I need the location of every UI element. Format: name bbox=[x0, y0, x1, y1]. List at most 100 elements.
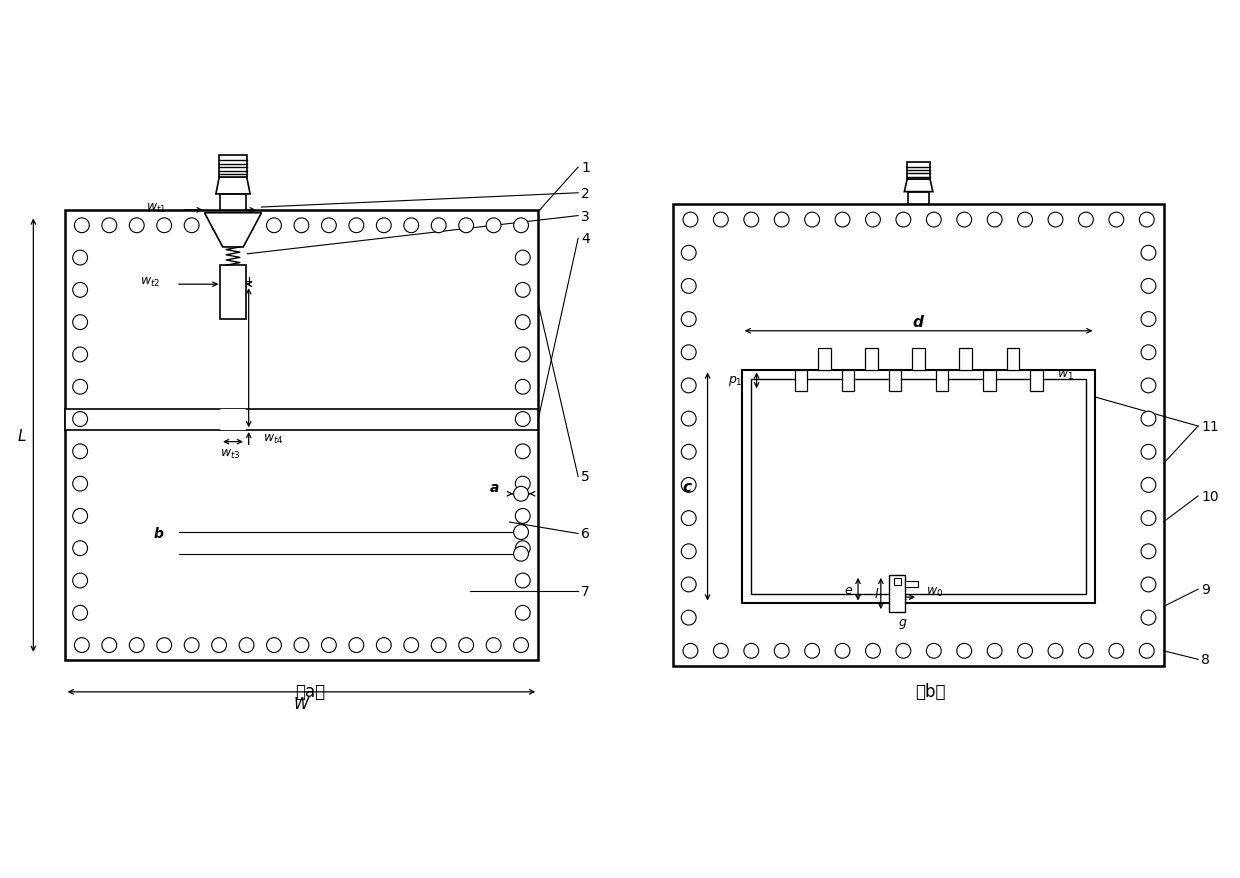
Circle shape bbox=[1140, 212, 1154, 227]
Circle shape bbox=[73, 477, 88, 492]
Circle shape bbox=[459, 219, 474, 234]
Circle shape bbox=[1140, 644, 1154, 658]
Circle shape bbox=[957, 644, 972, 658]
Text: （b）: （b） bbox=[915, 682, 945, 701]
Circle shape bbox=[1079, 644, 1094, 658]
Circle shape bbox=[404, 219, 419, 234]
Circle shape bbox=[897, 212, 911, 227]
Circle shape bbox=[516, 444, 531, 459]
Circle shape bbox=[681, 544, 696, 559]
Circle shape bbox=[486, 638, 501, 652]
Circle shape bbox=[348, 638, 363, 652]
Text: 8: 8 bbox=[1200, 652, 1210, 666]
Circle shape bbox=[239, 219, 254, 234]
Circle shape bbox=[212, 638, 227, 652]
Circle shape bbox=[835, 644, 849, 658]
Circle shape bbox=[1141, 345, 1156, 360]
Circle shape bbox=[239, 638, 254, 652]
Bar bbox=[908, 162, 930, 180]
Text: 1: 1 bbox=[580, 161, 590, 175]
Circle shape bbox=[156, 638, 171, 652]
Polygon shape bbox=[216, 177, 250, 195]
Text: $e$: $e$ bbox=[844, 583, 853, 596]
Circle shape bbox=[73, 348, 88, 363]
Circle shape bbox=[681, 445, 696, 460]
Circle shape bbox=[73, 380, 88, 395]
Circle shape bbox=[377, 638, 391, 652]
Circle shape bbox=[1048, 212, 1063, 227]
Circle shape bbox=[73, 541, 88, 556]
Text: $g$: $g$ bbox=[898, 616, 908, 630]
Bar bbox=[866, 349, 878, 371]
Bar bbox=[751, 379, 1086, 594]
Circle shape bbox=[73, 251, 88, 266]
Bar bbox=[221, 409, 246, 431]
Circle shape bbox=[1141, 478, 1156, 493]
Circle shape bbox=[1079, 212, 1094, 227]
Bar bbox=[842, 371, 854, 392]
Circle shape bbox=[1109, 644, 1123, 658]
Circle shape bbox=[516, 606, 531, 621]
Bar bbox=[219, 156, 247, 177]
Circle shape bbox=[516, 541, 531, 556]
Circle shape bbox=[713, 212, 728, 227]
Circle shape bbox=[267, 638, 281, 652]
Circle shape bbox=[1018, 644, 1033, 658]
Circle shape bbox=[185, 219, 200, 234]
Circle shape bbox=[957, 212, 972, 227]
Circle shape bbox=[432, 219, 446, 234]
Text: 5: 5 bbox=[580, 470, 590, 484]
Circle shape bbox=[73, 573, 88, 588]
Circle shape bbox=[129, 638, 144, 652]
Circle shape bbox=[513, 486, 528, 501]
Circle shape bbox=[185, 638, 200, 652]
Circle shape bbox=[102, 638, 117, 652]
Circle shape bbox=[681, 412, 696, 427]
Circle shape bbox=[1048, 644, 1063, 658]
Circle shape bbox=[129, 219, 144, 234]
Circle shape bbox=[1018, 212, 1033, 227]
Circle shape bbox=[513, 219, 528, 234]
Bar bbox=[818, 349, 831, 371]
Circle shape bbox=[377, 219, 391, 234]
Circle shape bbox=[513, 547, 528, 562]
Text: 6: 6 bbox=[580, 527, 590, 541]
Circle shape bbox=[156, 219, 171, 234]
Text: $\boldsymbol{c}$: $\boldsymbol{c}$ bbox=[682, 479, 693, 494]
Circle shape bbox=[683, 644, 698, 658]
Circle shape bbox=[74, 638, 89, 652]
Text: $L$: $L$ bbox=[17, 428, 27, 443]
Text: $l$: $l$ bbox=[874, 587, 879, 601]
Circle shape bbox=[805, 644, 820, 658]
Polygon shape bbox=[904, 180, 932, 192]
Bar bbox=[673, 205, 1164, 666]
Circle shape bbox=[73, 412, 88, 427]
Bar bbox=[64, 211, 538, 661]
Circle shape bbox=[897, 644, 911, 658]
Bar bbox=[221, 266, 246, 320]
Circle shape bbox=[1141, 445, 1156, 460]
Bar bbox=[905, 581, 918, 587]
Bar bbox=[795, 371, 807, 392]
Circle shape bbox=[321, 219, 336, 234]
Circle shape bbox=[987, 644, 1002, 658]
Circle shape bbox=[516, 251, 531, 266]
Bar bbox=[936, 371, 949, 392]
Circle shape bbox=[516, 315, 531, 330]
Circle shape bbox=[294, 638, 309, 652]
Bar bbox=[742, 371, 1095, 604]
Circle shape bbox=[1141, 378, 1156, 393]
Circle shape bbox=[513, 638, 528, 652]
Circle shape bbox=[926, 212, 941, 227]
Text: $W$: $W$ bbox=[293, 695, 310, 711]
Text: $\boldsymbol{a}$: $\boldsymbol{a}$ bbox=[489, 480, 500, 494]
Bar bbox=[64, 409, 538, 431]
Bar bbox=[889, 575, 905, 612]
Text: $\boldsymbol{d}$: $\boldsymbol{d}$ bbox=[913, 313, 925, 329]
Circle shape bbox=[1141, 544, 1156, 559]
Circle shape bbox=[681, 610, 696, 625]
Text: 11: 11 bbox=[1200, 420, 1219, 434]
Circle shape bbox=[516, 509, 531, 524]
Circle shape bbox=[713, 644, 728, 658]
Circle shape bbox=[926, 644, 941, 658]
